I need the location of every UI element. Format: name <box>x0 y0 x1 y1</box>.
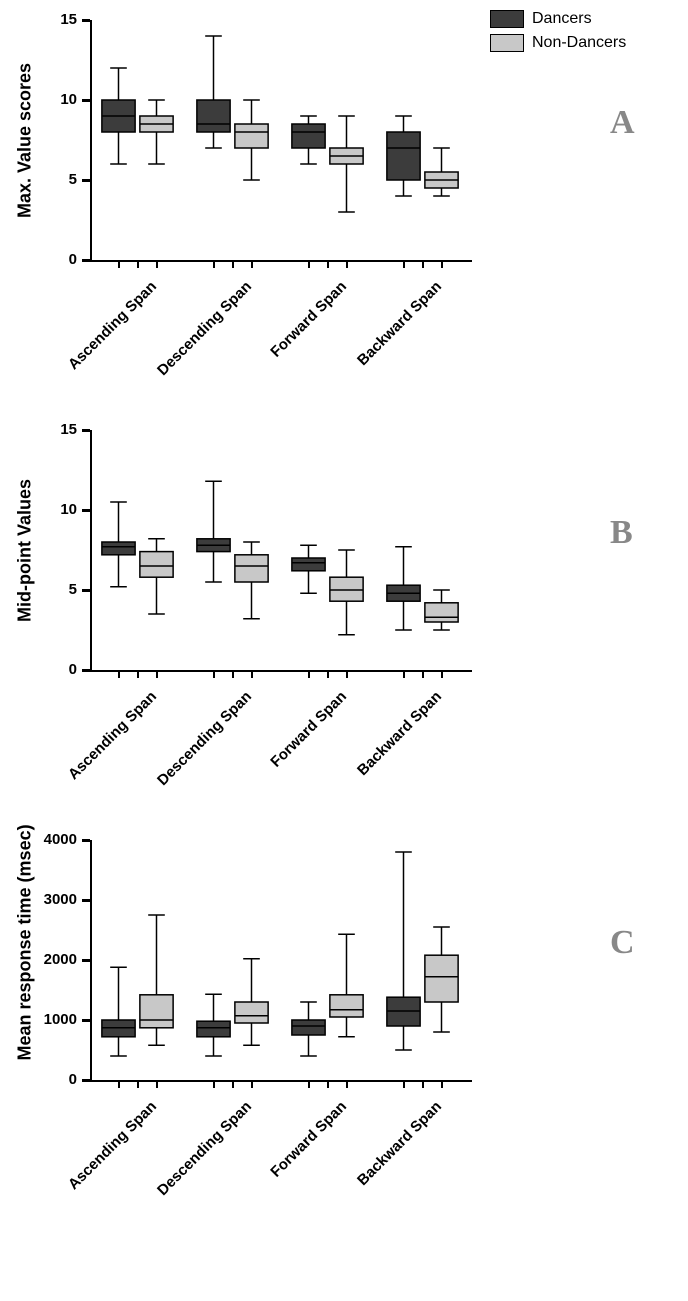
y-tick-label: 5 <box>35 171 77 188</box>
x-tick <box>327 1080 330 1088</box>
box-nondancers <box>235 1002 268 1023</box>
y-tick-label: 2000 <box>35 951 77 968</box>
x-subtick <box>156 1080 159 1088</box>
x-subtick <box>308 1080 311 1088</box>
x-subtick <box>156 670 159 678</box>
y-tick <box>82 179 90 182</box>
panel-A: Max. Value scores051015Ascending SpanDes… <box>10 10 678 400</box>
panel-C: Mean response time (msec) 0 1000 2000 3000 40… <box>10 830 678 1220</box>
x-subtick <box>118 670 121 678</box>
y-tick-label: 4000 <box>35 831 77 848</box>
x-subtick <box>213 1080 216 1088</box>
y-tick-label: 0 <box>35 1071 77 1088</box>
x-subtick <box>403 670 406 678</box>
x-subtick <box>346 1080 349 1088</box>
x-subtick <box>441 670 444 678</box>
x-tick <box>232 1080 235 1088</box>
panel-B: Mid-point Values051015Ascending SpanDesc… <box>10 420 678 810</box>
y-tick-label: 15 <box>35 421 77 438</box>
x-subtick <box>118 260 121 268</box>
panel-label: C <box>610 924 635 962</box>
x-tick <box>422 670 425 678</box>
y-tick <box>82 1019 90 1022</box>
panel-label: A <box>610 104 635 142</box>
y-tick <box>82 259 90 262</box>
x-tick <box>137 1080 140 1088</box>
y-tick <box>82 959 90 962</box>
box-nondancers <box>235 124 268 148</box>
panels-container: Max. Value scores051015Ascending SpanDes… <box>10 10 678 1220</box>
box-dancers <box>292 558 325 571</box>
x-subtick <box>156 260 159 268</box>
x-tick <box>327 670 330 678</box>
x-tick <box>137 260 140 268</box>
y-tick <box>82 19 90 22</box>
x-subtick <box>346 260 349 268</box>
box-nondancers <box>425 955 458 1002</box>
y-tick <box>82 1079 90 1082</box>
y-tick <box>82 899 90 902</box>
x-tick <box>422 1080 425 1088</box>
y-tick-label: 0 <box>35 251 77 268</box>
y-tick <box>82 669 90 672</box>
box-dancers <box>387 132 420 180</box>
x-subtick <box>441 260 444 268</box>
box-nondancers <box>235 555 268 582</box>
x-subtick <box>403 260 406 268</box>
y-tick-label: 15 <box>35 11 77 28</box>
y-tick-label: 0 <box>35 661 77 678</box>
boxplot-svg <box>90 840 470 1080</box>
y-tick <box>82 99 90 102</box>
y-tick <box>82 509 90 512</box>
y-tick-label: 10 <box>35 91 77 108</box>
box-dancers <box>292 124 325 148</box>
y-tick-label: 1000 <box>35 1011 77 1028</box>
box-dancers <box>102 542 135 555</box>
y-tick <box>82 589 90 592</box>
box-nondancers <box>330 995 363 1017</box>
y-tick-label: 5 <box>35 581 77 598</box>
x-subtick <box>441 1080 444 1088</box>
box-dancers <box>197 1021 230 1037</box>
x-tick <box>327 260 330 268</box>
y-tick <box>82 839 90 842</box>
x-tick <box>232 670 235 678</box>
x-subtick <box>213 670 216 678</box>
x-subtick <box>118 1080 121 1088</box>
y-tick-label: 3000 <box>35 891 77 908</box>
x-tick <box>137 670 140 678</box>
x-subtick <box>308 670 311 678</box>
x-subtick <box>403 1080 406 1088</box>
box-nondancers <box>330 577 363 601</box>
boxplot-svg <box>90 430 470 670</box>
y-axis-label: Max. Value scores <box>15 41 36 241</box>
x-subtick <box>213 260 216 268</box>
x-subtick <box>251 1080 254 1088</box>
x-subtick <box>308 260 311 268</box>
y-axis-label: Mean response time (msec) <box>15 861 36 1061</box>
x-tick <box>232 260 235 268</box>
y-tick-label: 10 <box>35 501 77 518</box>
boxplot-svg <box>90 20 470 260</box>
panel-label: B <box>610 514 633 552</box>
x-tick <box>422 260 425 268</box>
box-dancers <box>197 100 230 132</box>
box-nondancers <box>425 603 458 622</box>
x-subtick <box>251 260 254 268</box>
x-subtick <box>251 670 254 678</box>
y-tick <box>82 429 90 432</box>
x-subtick <box>346 670 349 678</box>
box-nondancers <box>140 995 173 1028</box>
figure: Dancers Non-Dancers Max. Value scores051… <box>10 10 678 1220</box>
box-nondancers <box>140 552 173 578</box>
box-dancers <box>292 1020 325 1035</box>
y-axis-label: Mid-point Values <box>15 451 36 651</box>
